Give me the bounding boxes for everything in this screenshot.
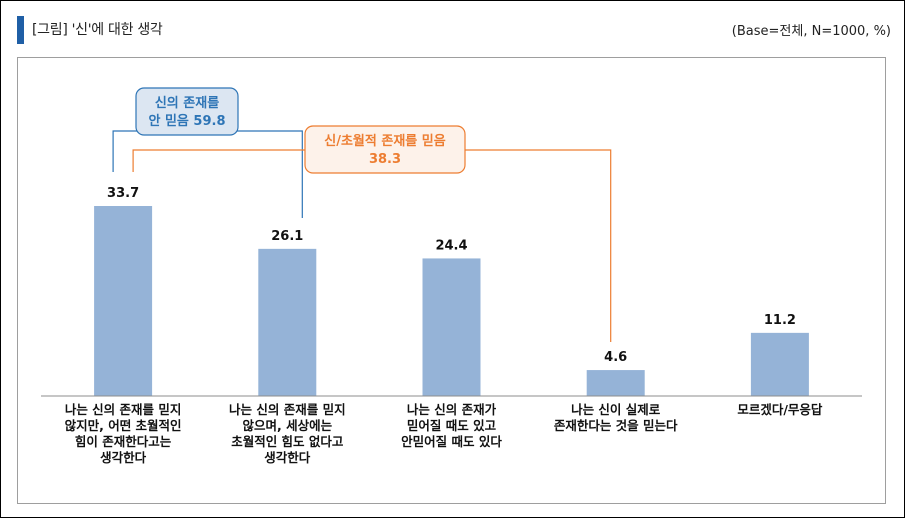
- base-note: (Base=전체, N=1000, %): [731, 24, 891, 39]
- bar-2: [258, 248, 317, 396]
- annotation-box-2: [304, 125, 466, 174]
- category-label-2: 나는 신의 존재를 믿지 않으며, 세상에는 초월적인 힘도 없다고 생각한다: [207, 402, 367, 466]
- figure-title: [그림] '신'에 대한 생각: [32, 22, 163, 38]
- category-label-line: 초월적인 힘도 없다고: [231, 434, 344, 449]
- chart-area: [17, 57, 886, 504]
- category-label-3: 나는 신의 존재가 믿어질 때도 있고 안믿어질 때도 있다: [372, 402, 532, 450]
- annotation-bracket-2: [132, 149, 612, 342]
- value-label-2: 26.1: [271, 229, 303, 244]
- bar-1: [94, 206, 153, 396]
- category-label-line: 힘이 존재한다고는: [74, 434, 172, 449]
- category-label-line: 나는 신이 실제로: [571, 402, 661, 417]
- category-label-line: 생각한다: [264, 450, 311, 465]
- category-label-line: 않으며, 세상에는: [242, 418, 333, 433]
- annotation-text-2-1: 신/초월적 존재를 믿음: [324, 133, 445, 149]
- value-label-4: 4.6: [604, 350, 627, 365]
- category-label-line: 믿어질 때도 있고: [406, 418, 497, 433]
- category-label-line: 나는 신의 존재가: [406, 402, 497, 417]
- annotation-text-2-2: 38.3: [369, 152, 401, 167]
- value-label-1: 33.7: [107, 186, 139, 201]
- value-label-5: 11.2: [764, 313, 796, 328]
- category-label-line: 존재한다는 것을 믿는다: [553, 418, 678, 433]
- category-label-line: 않지만, 어떤 초월적인: [64, 418, 182, 433]
- category-label-line: 나는 신의 존재를 믿지: [229, 402, 346, 417]
- category-label-5: 모르겠다/무응답: [700, 402, 860, 418]
- title-accent-bar: [17, 16, 24, 44]
- bar-3: [422, 258, 481, 396]
- category-label-4: 나는 신이 실제로 존재한다는 것을 믿는다: [536, 402, 696, 434]
- annotation-bracket-1: [112, 130, 303, 218]
- annotation-box-1: [135, 87, 239, 136]
- annotation-text-1-1: 신의 존재를: [155, 95, 219, 111]
- category-label-line: 모르겠다/무응답: [737, 402, 823, 417]
- category-label-line: 안믿어질 때도 있다: [401, 434, 502, 449]
- category-label-line: 생각한다: [100, 450, 147, 465]
- bar-5: [750, 332, 809, 396]
- annotation-text-1-2: 안 믿음 59.8: [148, 113, 225, 129]
- category-label-line: 나는 신의 존재를 믿지: [64, 402, 182, 417]
- category-label-1: 나는 신의 존재를 믿지 않지만, 어떤 초월적인 힘이 존재한다고는 생각한다: [43, 402, 203, 466]
- bar-4: [586, 370, 645, 396]
- value-label-3: 24.4: [435, 238, 467, 253]
